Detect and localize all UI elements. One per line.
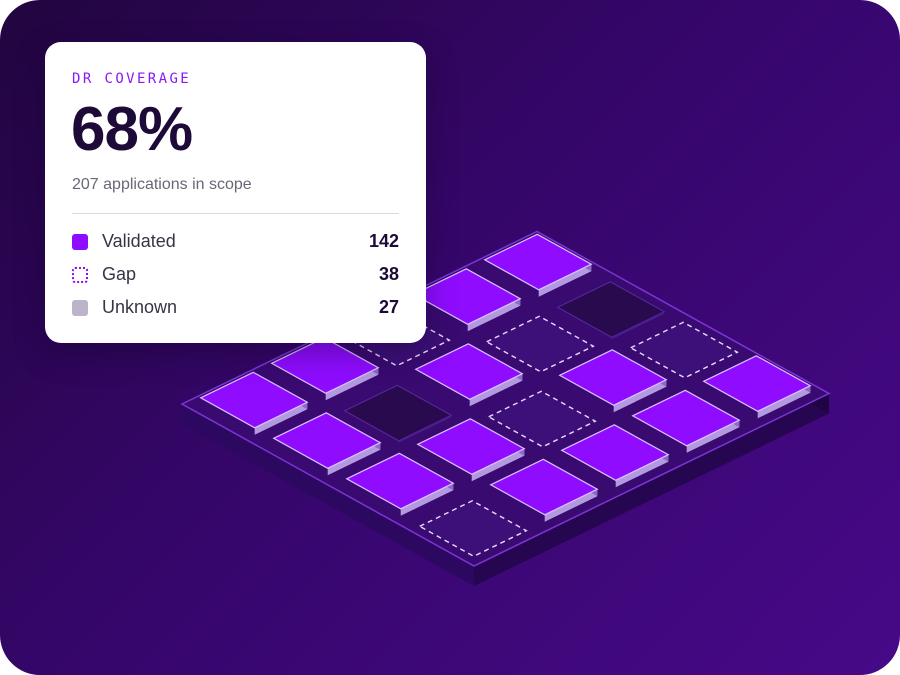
tile-top	[560, 424, 670, 481]
tile-side	[467, 298, 521, 332]
tile-top	[558, 349, 668, 406]
tile-side	[469, 373, 523, 407]
tile-top	[702, 355, 812, 412]
tile-top	[199, 371, 309, 429]
tile-top	[272, 412, 382, 469]
legend-item-unknown: Unknown 27	[72, 296, 399, 320]
tile-side	[538, 264, 592, 297]
legend-item-gap: Gap 38	[72, 263, 399, 287]
unknown-swatch-icon	[72, 300, 88, 316]
card-title: DR COVERAGE	[72, 71, 192, 87]
tile-top	[412, 268, 522, 325]
tile-top	[489, 458, 599, 516]
tile-gap	[487, 390, 597, 448]
tile-validated	[416, 418, 526, 482]
tile-validated	[412, 268, 522, 332]
tile-outline	[418, 500, 528, 558]
tile-top	[416, 418, 526, 475]
scope-subtitle: 207 applications in scope	[72, 176, 252, 193]
tile-top	[483, 233, 593, 291]
platform-front-side	[474, 393, 829, 586]
tile-validated	[270, 337, 380, 401]
validated-swatch-icon	[72, 234, 88, 250]
gap-swatch-icon	[72, 267, 88, 283]
tile-side	[686, 420, 740, 453]
tile-outline	[485, 315, 595, 373]
tile-side	[611, 311, 665, 340]
tile-unknown	[556, 281, 666, 340]
tile-validated	[483, 233, 593, 297]
legend-count: 38	[378, 264, 399, 284]
tile-side	[471, 448, 525, 482]
tile-top	[270, 337, 380, 394]
tile-validated	[345, 452, 455, 516]
tile-gap	[418, 500, 528, 558]
tile-validated	[631, 389, 741, 453]
tile-side	[615, 454, 669, 488]
tile-side	[254, 402, 308, 435]
tile-side	[325, 367, 379, 401]
tile-side	[400, 483, 454, 516]
tile-top	[414, 343, 524, 400]
tile-validated	[489, 458, 599, 522]
legend-label: Unknown	[102, 297, 178, 317]
tile-outline	[487, 390, 597, 448]
tile-validated	[199, 371, 309, 435]
dr-coverage-card: DR COVERAGE 68% 207 applications in scop…	[45, 42, 426, 343]
tile-top	[345, 452, 455, 510]
tile-side	[544, 489, 598, 522]
legend-label: Validated	[102, 231, 176, 251]
tile-validated	[272, 412, 382, 476]
coverage-percentage: 68%	[71, 95, 193, 164]
legend-count: 27	[378, 297, 399, 317]
platform-left-side	[182, 404, 474, 586]
tile-side	[613, 379, 667, 413]
divider	[72, 213, 399, 214]
tile-gap	[485, 315, 595, 373]
tile-outline	[629, 321, 739, 379]
tile-validated	[702, 355, 812, 419]
tile-side	[757, 385, 811, 419]
tile-validated	[560, 424, 670, 488]
tile-validated	[558, 349, 668, 413]
tile-validated	[414, 343, 524, 407]
tile-gap	[629, 321, 739, 379]
tile-top	[631, 389, 741, 447]
legend-count: 142	[368, 231, 399, 251]
legend-label: Gap	[102, 264, 137, 284]
tile-side	[327, 442, 381, 476]
tile-unknown	[343, 384, 453, 443]
tile-side	[398, 415, 452, 443]
legend-item-validated: Validated 142	[72, 230, 399, 254]
